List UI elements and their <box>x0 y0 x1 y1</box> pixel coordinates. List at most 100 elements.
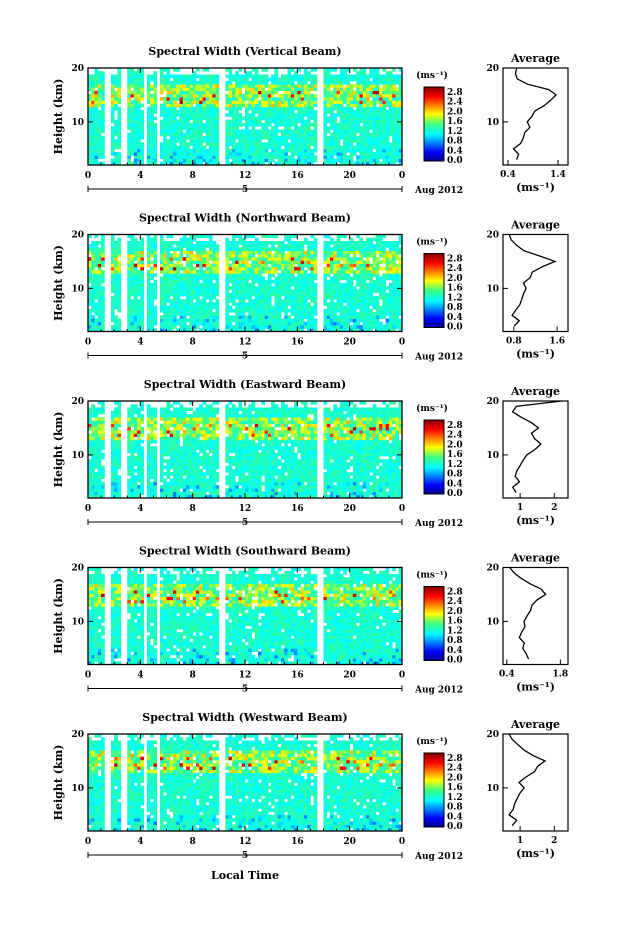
heatmap-cell <box>395 135 400 140</box>
heatmap-cell <box>140 247 144 252</box>
heatmap-cell <box>192 244 197 248</box>
x-tick-label: 8 <box>190 338 196 348</box>
heatmap-cell <box>398 299 403 303</box>
heatmap-cell <box>238 77 243 82</box>
heatmap-cell <box>150 135 154 140</box>
heatmap-cell <box>231 100 236 104</box>
heatmap-cell <box>398 240 403 245</box>
heatmap-cell <box>251 148 256 153</box>
heatmap-cell <box>182 158 187 163</box>
heatmap-cell <box>212 142 216 146</box>
heatmap-cell <box>248 266 252 271</box>
heatmap-cell <box>166 250 171 255</box>
heatmap-cell <box>159 77 164 82</box>
heatmap-cell <box>137 158 141 163</box>
heatmap-cell <box>313 253 318 258</box>
heatmap-cell <box>284 263 288 268</box>
heatmap-cell <box>264 318 269 323</box>
heatmap-cell <box>91 289 95 294</box>
heatmap-cell <box>261 283 266 287</box>
heatmap-cell <box>290 142 295 146</box>
heatmap-cell <box>356 328 360 332</box>
heatmap-cell <box>186 273 190 277</box>
heatmap-cell <box>349 110 354 114</box>
heatmap-cell <box>297 312 301 316</box>
heatmap-cell <box>297 263 301 268</box>
heatmap-cell <box>339 286 344 290</box>
heatmap-cell <box>388 286 393 290</box>
heatmap-cell <box>192 279 197 284</box>
heatmap-cell <box>182 266 187 271</box>
heatmap-cell <box>284 279 288 284</box>
heatmap-cell <box>294 87 298 92</box>
heatmap-cell <box>297 244 301 248</box>
heatmap-cell <box>228 325 233 329</box>
heatmap-cell <box>359 273 364 277</box>
heatmap-cell <box>369 283 373 287</box>
heatmap-cell <box>366 93 370 98</box>
heatmap-cell <box>375 312 380 316</box>
heatmap-cell <box>205 266 210 271</box>
heatmap-cell <box>261 113 266 117</box>
heatmap-cell <box>284 302 288 307</box>
heatmap-cell <box>195 273 200 277</box>
heatmap-cell <box>251 129 256 134</box>
heatmap-cell <box>176 122 180 127</box>
heatmap-cell <box>186 84 190 88</box>
heatmap-cell <box>189 308 194 313</box>
heatmap-cell <box>94 305 99 310</box>
heatmap-cell <box>192 119 197 124</box>
heatmap-cell <box>392 148 396 153</box>
heatmap-cell <box>137 321 141 326</box>
heatmap-cell <box>97 488 102 492</box>
heatmap-cell <box>101 161 105 166</box>
heatmap-cell <box>137 299 141 303</box>
heatmap-cell <box>258 315 262 319</box>
heatmap-cell <box>173 308 177 313</box>
heatmap-cell <box>379 253 383 258</box>
heatmap-cell <box>326 68 331 72</box>
heatmap-cell <box>326 263 331 268</box>
heatmap-cell <box>290 292 295 297</box>
heatmap-cell <box>277 106 282 111</box>
heatmap-cell <box>133 244 138 248</box>
heatmap-cell <box>382 87 387 92</box>
heatmap-cell <box>274 103 279 108</box>
heatmap-cell <box>182 93 187 98</box>
heatmap-cell <box>264 103 269 108</box>
heatmap-cell <box>375 270 380 274</box>
heatmap-cell <box>110 443 115 447</box>
heatmap-cell <box>277 244 282 248</box>
heatmap-cell <box>166 77 171 82</box>
heatmap-cell <box>231 161 236 166</box>
heatmap-cell <box>346 80 351 85</box>
heatmap-cell <box>303 100 308 104</box>
heatmap-cell <box>231 119 236 124</box>
heatmap-cell <box>336 308 341 313</box>
heatmap-cell <box>215 273 220 277</box>
heatmap-cell <box>382 145 387 150</box>
heatmap-cell <box>395 289 400 294</box>
heatmap-cell <box>153 71 158 75</box>
heatmap-cell <box>264 253 269 258</box>
heatmap-cell <box>94 110 99 114</box>
heatmap-cell <box>186 158 190 163</box>
heatmap-cell <box>137 106 141 111</box>
heatmap-cell <box>398 273 403 277</box>
heatmap-cell <box>267 129 272 134</box>
heatmap-cell <box>130 119 135 124</box>
heatmap-cell <box>88 446 92 450</box>
heatmap-cell <box>241 321 246 326</box>
heatmap-cell <box>290 240 295 245</box>
heatmap-cell <box>310 318 315 323</box>
heatmap-cell <box>94 443 99 447</box>
heatmap-cell <box>251 110 256 114</box>
heatmap-cell <box>169 106 174 111</box>
heatmap-cell <box>251 77 256 82</box>
heatmap-cell <box>97 77 102 82</box>
heatmap-cell <box>166 110 171 114</box>
heatmap-cell <box>130 305 135 310</box>
heatmap-cell <box>323 312 328 316</box>
heatmap-cell <box>379 240 383 245</box>
heatmap-cell <box>205 113 210 117</box>
